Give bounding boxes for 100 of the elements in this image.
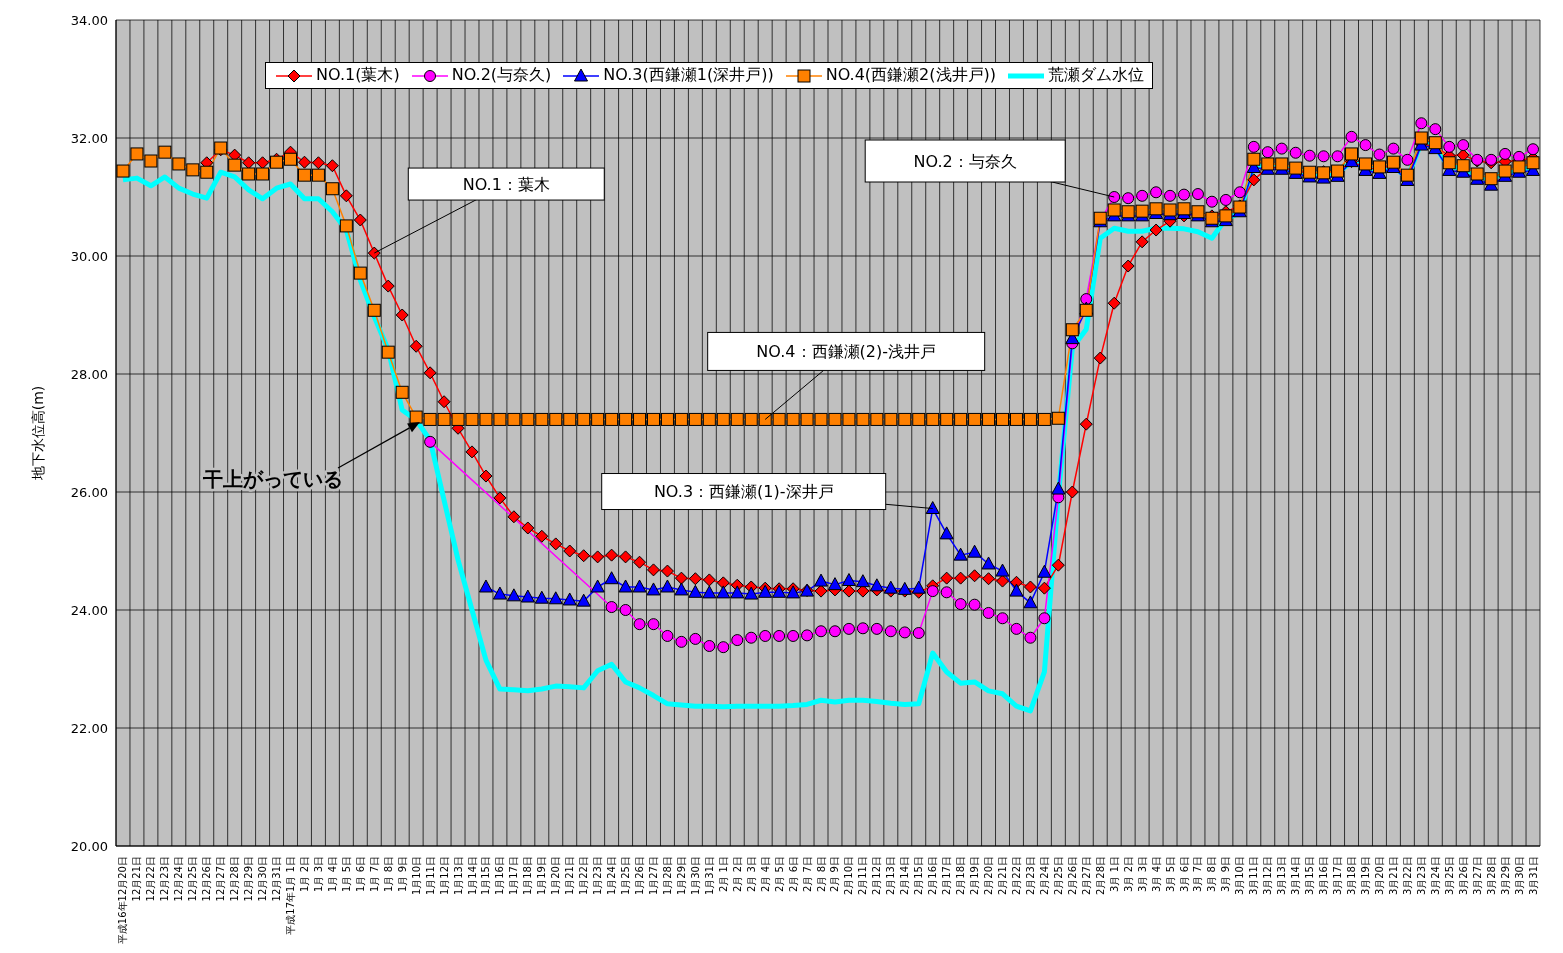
x-tick-label: 1月14日: [466, 856, 478, 896]
x-tick-label: 1月 3日: [312, 856, 324, 892]
x-tick-label: 1月22日: [578, 856, 590, 896]
y-tick-label: 34.00: [70, 12, 108, 28]
x-tick-label: 12月29日: [243, 856, 255, 902]
x-tick-label: 3月 6日: [1178, 856, 1190, 892]
x-tick-label: 1月 9日: [396, 856, 408, 892]
annotation: NO.2：与奈久: [913, 151, 1017, 171]
y-tick-label: 28.00: [70, 366, 108, 382]
x-tick-label: 3月 4日: [1150, 856, 1162, 892]
x-tick-label: 12月28日: [229, 856, 241, 902]
x-tick-label: 1月16日: [494, 856, 506, 896]
legend-label: 荒瀬ダム水位: [1047, 65, 1144, 86]
x-tick-label: 2月24日: [1038, 856, 1050, 896]
x-tick-label: 3月27日: [1471, 856, 1483, 896]
x-tick-label: 1月12日: [438, 856, 450, 896]
x-tick-label: 平成17年1月 1日: [285, 856, 297, 935]
x-tick-label: 3月 1日: [1108, 856, 1120, 892]
x-tick-label: 3月 5日: [1164, 856, 1176, 892]
x-tick-label: 2月22日: [1010, 856, 1022, 896]
x-tick-label: 12月22日: [145, 856, 157, 902]
x-tick-label: 1月13日: [452, 856, 464, 896]
x-tick-label: 3月19日: [1359, 856, 1371, 896]
x-tick-label: 3月14日: [1290, 856, 1302, 896]
x-tick-label: 2月 6日: [787, 856, 799, 892]
x-tick-label: 3月15日: [1304, 856, 1316, 896]
x-tick-label: 2月 4日: [759, 856, 771, 892]
x-tick-label: 1月27日: [647, 856, 659, 896]
x-tick-label: 2月28日: [1094, 856, 1106, 896]
x-tick-label: 12月21日: [131, 856, 143, 902]
x-tick-label: 2月18日: [955, 856, 967, 896]
y-tick-label: 32.00: [70, 130, 108, 146]
x-tick-label: 3月 9日: [1220, 856, 1232, 892]
x-tick-label: 12月26日: [201, 856, 213, 902]
y-tick-label: 30.00: [70, 248, 108, 264]
y-tick-label: 20.00: [70, 838, 108, 854]
x-tick-label: 3月25日: [1443, 856, 1455, 896]
x-tick-label: 2月10日: [843, 856, 855, 896]
x-tick-label: 1月 6日: [354, 856, 366, 892]
x-tick-label: 2月11日: [857, 856, 869, 896]
x-tick-label: 2月26日: [1066, 856, 1078, 896]
x-tick-label: 2月17日: [941, 856, 953, 896]
x-tick-label: 3月22日: [1401, 856, 1413, 896]
legend-label: NO.2(与奈久): [450, 65, 552, 86]
x-tick-label: 1月25日: [620, 856, 632, 896]
x-tick-label: 1月 5日: [340, 856, 352, 892]
x-tick-label: 1月31日: [703, 856, 715, 896]
x-tick-label: 2月23日: [1024, 856, 1036, 896]
x-tick-label: 3月20日: [1373, 856, 1385, 896]
x-tick-label: 1月28日: [661, 856, 673, 896]
x-tick-label: 1月 4日: [326, 856, 338, 892]
x-tick-label: 2月 1日: [717, 856, 729, 892]
x-tick-label: 2月25日: [1052, 856, 1064, 896]
x-tick-label: 2月27日: [1080, 856, 1092, 896]
x-tick-label: 12月24日: [173, 856, 185, 902]
x-tick-label: 12月30日: [257, 856, 269, 902]
annotation: NO.3：西鎌瀬(1)-深井戸: [653, 482, 834, 502]
x-tick-label: 2月 9日: [829, 856, 841, 892]
x-tick-label: 2月 2日: [731, 856, 743, 892]
x-tick-label: 3月29日: [1499, 856, 1511, 896]
legend-label: NO.1(葉木): [315, 65, 400, 86]
x-tick-label: 3月21日: [1387, 856, 1399, 896]
x-tick-label: 12月31日: [271, 856, 283, 902]
x-tick-label: 1月26日: [634, 856, 646, 896]
x-tick-label: 2月15日: [913, 856, 925, 896]
x-tick-label: 12月25日: [187, 856, 199, 902]
x-tick-label: 1月19日: [536, 856, 548, 896]
x-tick-label: 1月29日: [675, 856, 687, 896]
x-tick-label: 12月23日: [159, 856, 171, 902]
x-tick-label: 3月26日: [1457, 856, 1469, 896]
x-tick-label: 1月30日: [689, 856, 701, 896]
x-tick-label: 1月15日: [480, 856, 492, 896]
x-tick-label: 2月12日: [871, 856, 883, 896]
x-tick-label: 3月13日: [1276, 856, 1288, 896]
x-tick-label: 3月18日: [1346, 856, 1358, 896]
annotation: NO.1：葉木: [462, 174, 550, 194]
x-tick-label: 2月19日: [969, 856, 981, 896]
x-tick-label: 1月24日: [606, 856, 618, 896]
x-tick-label: 3月 2日: [1122, 856, 1134, 892]
x-tick-label: 3月11日: [1248, 856, 1260, 896]
x-tick-label: 3月24日: [1429, 856, 1441, 896]
x-tick-label: 2月14日: [899, 856, 911, 896]
x-tick-label: 1月21日: [564, 856, 576, 896]
x-tick-label: 3月 3日: [1136, 856, 1148, 892]
y-tick-label: 24.00: [70, 602, 108, 618]
x-tick-label: 1月 8日: [382, 856, 394, 892]
x-tick-label: 1月23日: [592, 856, 604, 896]
x-tick-label: 1月11日: [424, 856, 436, 896]
x-tick-label: 3月23日: [1415, 856, 1427, 896]
x-tick-label: 2月21日: [997, 856, 1009, 896]
x-tick-label: 3月 7日: [1192, 856, 1204, 892]
x-tick-label: 1月 7日: [368, 856, 380, 892]
x-tick-label: 1月10日: [410, 856, 422, 896]
x-tick-label: 3月12日: [1262, 856, 1274, 896]
annotation: NO.4：西鎌瀬(2)-浅井戸: [756, 341, 936, 361]
y-tick-label: 22.00: [70, 720, 108, 736]
y-tick-label: 26.00: [70, 484, 108, 500]
x-tick-label: 3月31日: [1527, 856, 1539, 896]
legend-label: NO.3(西鎌瀬1(深井戸)): [602, 65, 774, 86]
x-tick-label: 1月 2日: [298, 856, 310, 892]
